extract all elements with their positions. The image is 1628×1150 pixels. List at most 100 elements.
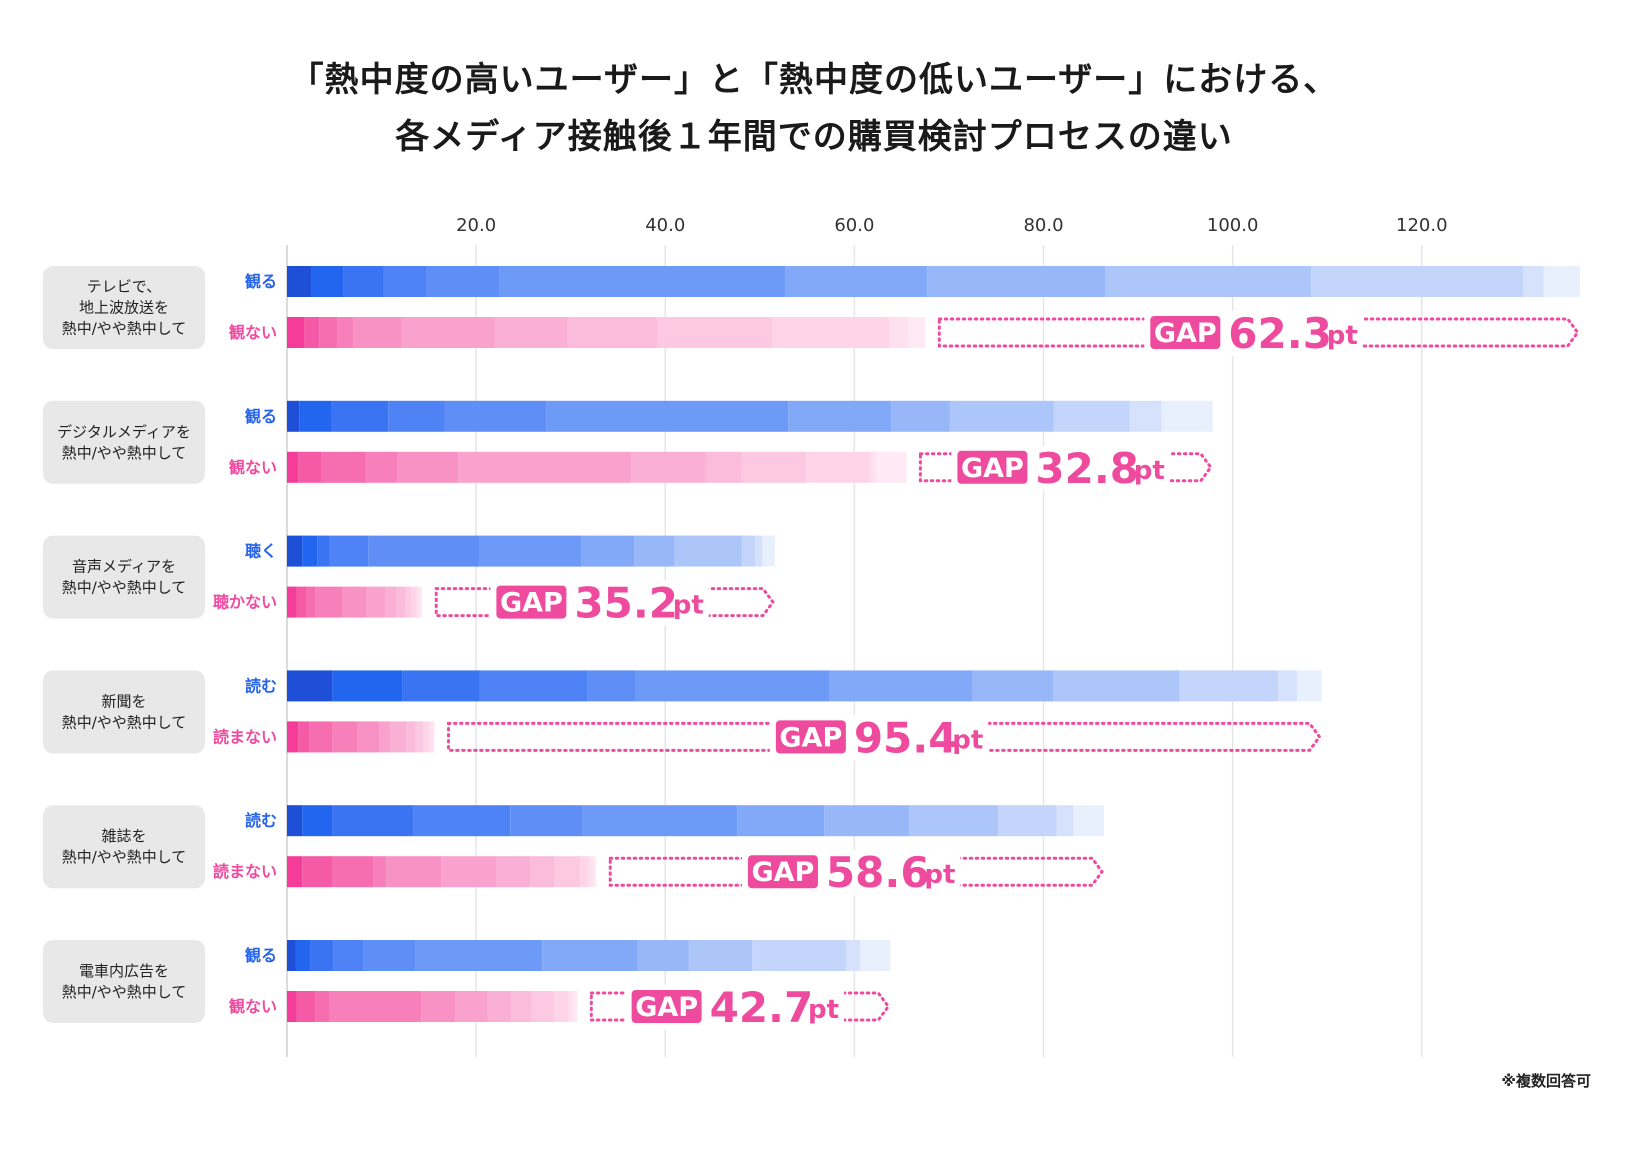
series-label-high: 観る <box>245 407 277 426</box>
bar-segment-low <box>553 991 569 1022</box>
category-label: 熱中/やや熱中して <box>62 320 187 338</box>
bar-segment-low <box>390 721 407 753</box>
x-tick-label: 40.0 <box>645 215 685 236</box>
category-label: テレビで、 <box>87 278 161 296</box>
gap-value: 58.6 <box>826 848 930 897</box>
series-label-low: 観ない <box>229 997 277 1016</box>
gap-arrow <box>937 317 1580 348</box>
gap-badge-text: GAP <box>500 588 563 619</box>
bar-segment-low <box>287 451 299 483</box>
bar-segment-low <box>298 451 322 483</box>
bar-segment-high <box>388 400 445 432</box>
bar-segment-low <box>386 856 442 888</box>
bar-segment-high <box>845 940 861 971</box>
bar-segment-low <box>385 586 397 618</box>
bar-segment-high <box>333 940 364 971</box>
bar-segment-low <box>580 856 589 888</box>
bar-segment-low <box>420 586 423 618</box>
x-tick-label: 60.0 <box>834 215 874 236</box>
bar-segment-high <box>415 940 543 971</box>
bar-segment-high <box>332 670 403 702</box>
bar-segment-low <box>429 721 434 753</box>
bar-segment-low <box>705 451 742 483</box>
bar-segment-low <box>329 991 422 1022</box>
bar-segment-low <box>908 317 926 348</box>
bar-segment-low <box>365 451 398 483</box>
bar-segment-low <box>287 317 305 348</box>
gap-value: 35.2 <box>574 579 678 628</box>
bar-segment-high <box>688 940 753 971</box>
category-label-box <box>43 670 205 754</box>
bar-segment-high <box>1543 266 1580 297</box>
gap-badge <box>1150 316 1221 349</box>
bar-segment-low <box>495 317 568 348</box>
bar-segment-low <box>530 991 554 1022</box>
bar-segment-high <box>426 266 500 297</box>
bar-segment-low <box>309 721 333 753</box>
category-label: 熱中/やや熱中して <box>62 983 187 1001</box>
series-label-high: 観る <box>245 272 277 291</box>
series-label-low: 聴かない <box>213 593 277 612</box>
bar-segment-low <box>511 991 531 1022</box>
bar-segment-low <box>356 721 380 753</box>
chart-title-line-2: 各メディア接触後１年間での購買検討プロセスの違い <box>395 117 1233 157</box>
bar-segment-low <box>441 856 496 888</box>
category-label-box <box>43 535 205 619</box>
bar-segment-high <box>311 266 344 297</box>
gap-value: 62.3 <box>1228 309 1332 358</box>
category-label: 電車内広告を <box>79 962 169 980</box>
bar-segment-high <box>1179 670 1279 702</box>
bar-segment-low <box>337 317 354 348</box>
series-label-high: 読む <box>245 676 277 695</box>
bar-segment-low <box>416 586 421 618</box>
bar-segment-high <box>499 266 786 297</box>
bar-segment-high <box>444 400 547 432</box>
gap-badge <box>957 450 1028 484</box>
gap-unit: pt <box>952 725 983 755</box>
bar-segment-low <box>567 317 658 348</box>
bar-segment-high <box>302 535 318 567</box>
bar-segment-low <box>304 317 320 348</box>
bar-segment-high <box>332 805 414 837</box>
series-label-high: 観る <box>245 946 277 965</box>
bar-segment-high <box>287 670 333 702</box>
bar-segment-high <box>287 400 300 432</box>
category-label-box <box>43 266 205 349</box>
series-label-low: 観ない <box>229 323 277 342</box>
category-label: 雑誌を <box>101 827 146 845</box>
bar-segment-high <box>542 940 638 971</box>
bar-segment-low <box>315 991 330 1022</box>
bar-segment-high <box>755 535 763 567</box>
bar-segment-high <box>860 940 891 971</box>
bar-segment-high <box>927 266 1105 297</box>
category-label: 熱中/やや熱中して <box>62 848 187 866</box>
bar-segment-high <box>1053 400 1130 432</box>
bar-segment-high <box>1052 670 1180 702</box>
bar-segment-low <box>296 991 316 1022</box>
bar-segment-high <box>383 266 427 297</box>
bar-segment-low <box>342 586 367 618</box>
bar-segment-low <box>657 317 773 348</box>
gap-badge <box>747 855 818 889</box>
category-label: 音声メディアを <box>72 558 176 576</box>
bar-segment-high <box>1278 670 1297 702</box>
bar-segment-low <box>315 586 343 618</box>
bar-segment-low <box>433 721 435 753</box>
bar-segment-high <box>587 670 635 702</box>
category-label: デジタルメディアを <box>57 423 191 441</box>
bar-segment-low <box>870 451 877 483</box>
bar-segment-high <box>299 400 332 432</box>
bar-segment-high <box>363 940 416 971</box>
bar-segment-low <box>487 991 512 1022</box>
bar-segment-low <box>415 721 424 753</box>
category-label-box <box>43 805 205 889</box>
gap-value: 32.8 <box>1035 444 1139 493</box>
bar-segment-high <box>1161 400 1213 432</box>
bar-segment-high <box>331 400 389 432</box>
bar-segment-low <box>332 856 374 888</box>
bar-segment-high <box>287 805 303 837</box>
bar-segment-low <box>421 991 456 1022</box>
bar-segment-high <box>368 535 479 567</box>
gap-badge <box>631 990 702 1023</box>
bar-segment-high <box>741 535 756 567</box>
